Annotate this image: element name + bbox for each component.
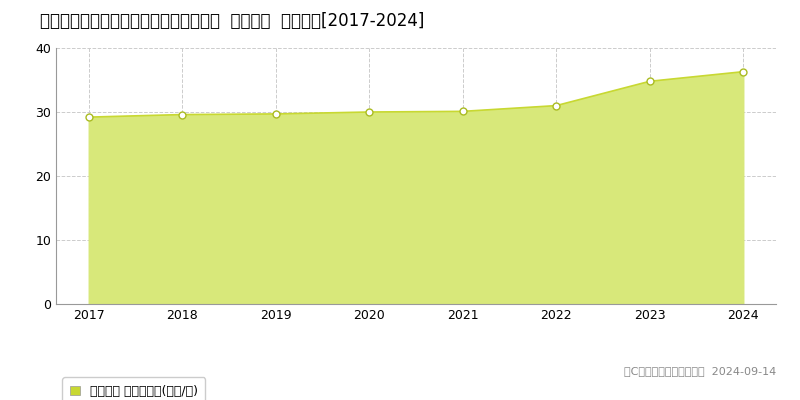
Text: 愛知県東海市加木屋町東大堀２８番３７  地価公示  地価推移[2017-2024]: 愛知県東海市加木屋町東大堀２８番３７ 地価公示 地価推移[2017-2024]: [40, 12, 424, 30]
Point: [550, 102, 562, 109]
Point: [737, 68, 750, 75]
Point: [643, 78, 656, 84]
Legend: 地価公示 平均坪単価(万円/坪): 地価公示 平均坪単価(万円/坪): [62, 377, 206, 400]
Point: [363, 109, 376, 115]
Point: [82, 114, 95, 120]
Point: [270, 111, 282, 117]
Point: [176, 111, 189, 118]
Point: [456, 108, 469, 114]
Text: （C）土地価格ドットコム  2024-09-14: （C）土地価格ドットコム 2024-09-14: [624, 366, 776, 376]
